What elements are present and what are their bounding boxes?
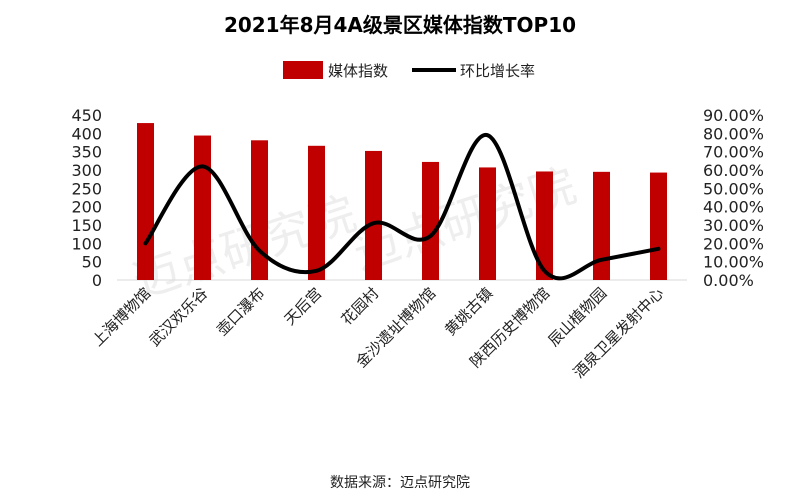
growth-rate-line xyxy=(143,133,661,281)
y-left-tick-label: 100 xyxy=(71,234,102,253)
bar-天后宫 xyxy=(308,145,325,280)
y-left-tick-label: 150 xyxy=(71,216,102,235)
bar-陕西历史博物馆 xyxy=(536,171,553,280)
y-left-tick-label: 0 xyxy=(92,271,102,290)
x-category-label: 黄姚古镇 xyxy=(441,284,496,339)
legend: 媒体指数 环比增长率 xyxy=(283,61,535,80)
y-right-tick-label: 50.00% xyxy=(703,179,764,198)
y-right-tick-label: 40.00% xyxy=(703,198,764,217)
y-right-tick-label: 30.00% xyxy=(703,216,764,235)
legend-label-bar: 媒体指数 xyxy=(328,62,388,80)
y-axis-right: 0.00%10.00%20.00%30.00%40.00%50.00%60.00… xyxy=(703,106,764,290)
line-series xyxy=(143,133,661,281)
source-note: 数据来源：迈点研究院 xyxy=(330,475,470,491)
bar-酒泉卫星发射中心 xyxy=(650,172,667,280)
y-right-tick-label: 20.00% xyxy=(703,234,764,253)
x-category-label: 壶口瀑布 xyxy=(213,284,268,339)
y-left-tick-label: 450 xyxy=(71,106,102,125)
bar-金沙遗址博物馆 xyxy=(422,161,439,280)
legend-label-line: 环比增长率 xyxy=(460,62,535,80)
y-right-tick-label: 80.00% xyxy=(703,124,764,143)
y-right-tick-label: 70.00% xyxy=(703,143,764,162)
bar-辰山植物园 xyxy=(593,171,610,280)
bar-上海博物馆 xyxy=(137,123,154,280)
y-left-tick-label: 200 xyxy=(71,198,102,217)
x-category-label: 天后宫 xyxy=(281,284,326,329)
bar-花园村 xyxy=(365,150,382,280)
chart-title: 2021年8月4A级景区媒体指数TOP10 xyxy=(224,13,576,37)
x-category-label: 上海博物馆 xyxy=(89,284,155,350)
bar-武汉欢乐谷 xyxy=(194,135,211,280)
legend-swatch-bar xyxy=(283,61,323,79)
x-category-label: 花园村 xyxy=(338,284,383,329)
bar-壶口瀑布 xyxy=(251,140,268,280)
y-right-tick-label: 10.00% xyxy=(703,253,764,272)
y-left-tick-label: 300 xyxy=(71,161,102,180)
bar-黄姚古镇 xyxy=(479,167,496,280)
y-left-tick-label: 400 xyxy=(71,124,102,143)
y-right-tick-label: 0.00% xyxy=(703,271,754,290)
y-left-tick-label: 50 xyxy=(82,253,102,272)
y-right-tick-label: 60.00% xyxy=(703,161,764,180)
y-left-tick-label: 350 xyxy=(71,143,102,162)
y-left-tick-label: 250 xyxy=(71,179,102,198)
y-right-tick-label: 90.00% xyxy=(703,106,764,125)
watermark-text: 迈点研究院 xyxy=(127,186,362,308)
